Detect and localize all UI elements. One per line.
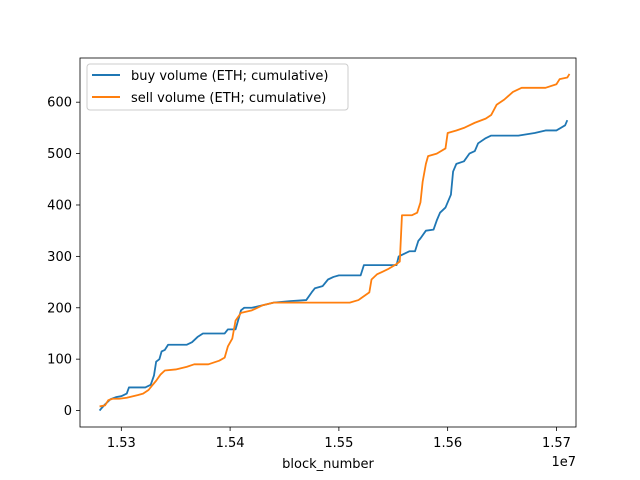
x-tick-label: 1.57: [542, 436, 571, 451]
x-axis-offset-label: 1e7: [551, 455, 576, 470]
plot-area: [79, 57, 577, 428]
plot-frame: [79, 57, 577, 428]
y-tick-label: 0: [64, 404, 72, 419]
y-axis: 0 100 200 300 400 500 600: [47, 96, 80, 419]
y-tick-label: 600: [47, 96, 72, 111]
series-line-buy-volume: [98, 119, 569, 412]
series-line-sell-volume: [99, 73, 571, 408]
y-tick-label: 400: [47, 198, 72, 213]
legend-label-buy-volume: buy volume (ETH; cumulative): [131, 69, 328, 84]
legend-label-sell-volume: sell volume (ETH; cumulative): [131, 91, 326, 106]
y-tick-label: 200: [47, 301, 72, 316]
x-tick-label: 1.53: [107, 436, 136, 451]
x-axis: 1.53 1.54 1.55 1.56 1.57: [107, 427, 571, 451]
y-tick-label: 500: [47, 147, 72, 162]
series-layer: [98, 73, 571, 412]
legend: buy volume (ETH; cumulative) sell volume…: [86, 63, 349, 111]
x-tick-label: 1.54: [216, 436, 245, 451]
x-tick-label: 1.55: [324, 436, 353, 451]
legend-box: [86, 63, 349, 111]
x-axis-label: block_number: [282, 457, 374, 472]
y-tick-label: 300: [47, 250, 72, 265]
y-tick-label: 100: [47, 353, 72, 368]
plot-background: [80, 58, 576, 427]
x-tick-label: 1.56: [433, 436, 462, 451]
